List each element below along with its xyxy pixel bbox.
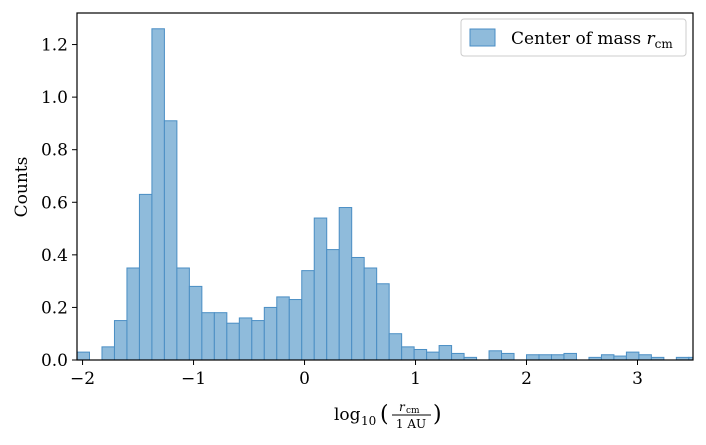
histogram-bar	[113, 320, 128, 361]
histogram-bar	[438, 345, 453, 361]
y-axis-label: Counts	[12, 157, 32, 218]
histogram-bar	[376, 283, 390, 361]
x-axis-label-sub: 10	[361, 414, 376, 428]
histogram-bar	[338, 207, 353, 361]
histogram-bar	[138, 193, 153, 361]
histogram-bar	[176, 267, 190, 361]
histogram-bar	[263, 306, 278, 361]
histogram-bar	[363, 267, 378, 361]
legend-label-var: r	[646, 29, 655, 49]
histogram-bar	[301, 270, 315, 361]
y-tick-label: 0.8	[41, 141, 68, 161]
histogram-bar	[163, 120, 178, 361]
x-axis-label-den: 1 AU	[396, 417, 426, 431]
x-axis-label-num-sub: cm	[406, 406, 420, 416]
histogram-bar	[126, 267, 140, 361]
histogram-bar	[226, 322, 240, 361]
histogram-bar	[288, 299, 303, 361]
histogram-bar	[201, 312, 215, 361]
histogram-bar	[238, 317, 253, 361]
histogram-bar	[388, 333, 403, 361]
x-axis-label-func: log	[334, 405, 361, 425]
y-tick-label: 0.6	[41, 193, 68, 213]
histogram-bar	[101, 346, 115, 361]
bars-layer	[76, 28, 694, 361]
histogram-bar	[251, 320, 265, 361]
y-tick-label: 0.4	[41, 246, 68, 266]
histogram-bar	[451, 352, 465, 361]
histogram-bar	[188, 285, 203, 361]
histogram-bar	[550, 354, 565, 361]
histogram-bar	[313, 217, 328, 361]
x-axis-label-close-paren: )	[433, 402, 442, 427]
histogram-bar	[526, 354, 540, 361]
legend-label-sub: cm	[655, 37, 674, 51]
histogram-bar	[625, 351, 640, 361]
histogram-bar	[600, 354, 615, 361]
y-tick-label: 1.2	[41, 36, 68, 56]
ticks-layer: −2 −1 0 1 2 3 0.0 0.2 0.4 0.6 0.8 1.0 1.2	[41, 36, 643, 389]
x-tick-label: 2	[521, 369, 532, 389]
histogram-bar	[76, 351, 90, 361]
axes-layer	[76, 12, 694, 361]
histogram-bar	[538, 354, 552, 361]
x-tick-label: 3	[632, 369, 643, 389]
histogram-bar	[351, 256, 365, 361]
x-tick-label: 1	[410, 369, 421, 389]
histogram-bar	[501, 352, 515, 361]
x-axis-label: log 10 ( r cm 1 AU )	[334, 400, 442, 431]
histogram-bar	[426, 351, 440, 361]
histogram-bar	[488, 350, 503, 361]
histogram-bar	[413, 348, 428, 361]
histogram-bar	[151, 28, 165, 361]
plot-frame	[76, 12, 694, 361]
x-axis-label-open-paren: (	[380, 402, 389, 427]
x-tick-label: −1	[181, 369, 206, 389]
x-tick-label: −2	[70, 369, 95, 389]
histogram-bar	[213, 312, 228, 361]
y-tick-label: 1.0	[41, 88, 68, 108]
histogram-bar	[638, 354, 652, 361]
y-tick-label: 0.0	[41, 351, 68, 371]
x-tick-label: 0	[299, 369, 310, 389]
legend-swatch	[469, 28, 496, 47]
legend-label-text: Center of mass	[511, 29, 646, 49]
histogram-bar	[326, 249, 340, 361]
legend-frame	[460, 18, 687, 57]
y-tick-label: 0.2	[41, 298, 68, 318]
histogram-bar	[401, 346, 415, 361]
x-axis-label-num: r	[399, 400, 406, 414]
legend-label: Center of mass rcm	[511, 29, 673, 51]
histogram-bar	[563, 352, 577, 361]
histogram-bar	[276, 296, 290, 361]
legend: Center of mass rcm	[460, 18, 687, 57]
